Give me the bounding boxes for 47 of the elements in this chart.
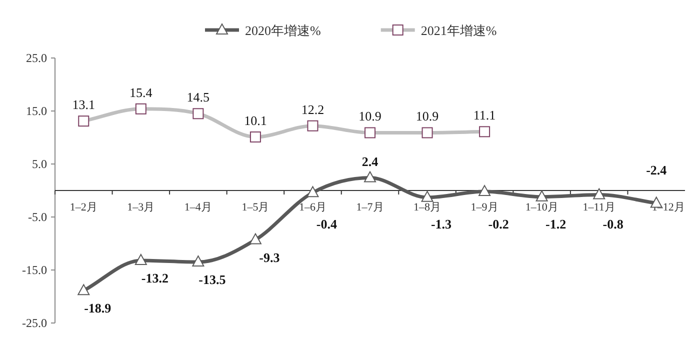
point	[78, 284, 90, 296]
point	[364, 171, 376, 182]
data-label: 2.4	[362, 154, 379, 169]
x-tick-label: 1–2月	[70, 202, 98, 214]
x-tick-label: 1–11月	[582, 202, 616, 214]
data-label: -0.8	[602, 216, 624, 232]
point	[421, 190, 434, 202]
y-tick-label: 5.0	[32, 157, 47, 171]
y-tick-label: -25.0	[22, 316, 47, 330]
data-label: -0.4	[316, 216, 338, 232]
data-label: -2.4	[646, 162, 668, 178]
data-label: 10.9	[358, 108, 382, 124]
data-label: 12.2	[301, 102, 324, 117]
legend-label: 2020年增速%	[245, 23, 321, 38]
data-label: -1.2	[546, 216, 566, 232]
point	[192, 256, 204, 267]
data-label: -1.3	[430, 216, 452, 232]
data-label: 13.1	[72, 97, 96, 112]
data-label: 10.1	[244, 112, 267, 128]
y-tick-label: -5.0	[28, 210, 47, 224]
point	[134, 254, 147, 265]
x-tick-label: 1–10月	[525, 202, 558, 214]
legend-label: 2021年增速%	[420, 23, 497, 38]
x-tick-label: 1–6月	[298, 202, 326, 214]
y-tick-label: 25.0	[26, 51, 47, 65]
data-label: 15.4	[130, 84, 153, 100]
data-label: -0.2	[488, 216, 509, 232]
point	[593, 188, 606, 200]
point	[536, 190, 548, 202]
data-label: -18.9	[84, 300, 112, 316]
x-tick-label: 1–9月	[470, 202, 498, 214]
y-tick-label: -15.0	[22, 263, 47, 277]
data-label: 11.1	[473, 108, 496, 123]
point	[478, 185, 491, 196]
x-tick-label: 1–8月	[414, 202, 442, 214]
point	[249, 233, 262, 244]
data-label: -13.5	[198, 272, 226, 288]
x-tick-label: 1–4月	[184, 202, 212, 214]
x-tick-label: 1–7月	[356, 202, 384, 214]
x-tick-label: 1–3月	[127, 202, 155, 214]
x-tick-label: 1–5月	[242, 202, 270, 214]
data-label: -13.2	[141, 270, 168, 286]
data-label: 10.9	[416, 108, 439, 124]
data-label: -9.3	[259, 250, 280, 265]
data-label: 14.5	[186, 90, 210, 105]
y-tick-label: 15.0	[26, 104, 47, 118]
point	[306, 186, 319, 198]
